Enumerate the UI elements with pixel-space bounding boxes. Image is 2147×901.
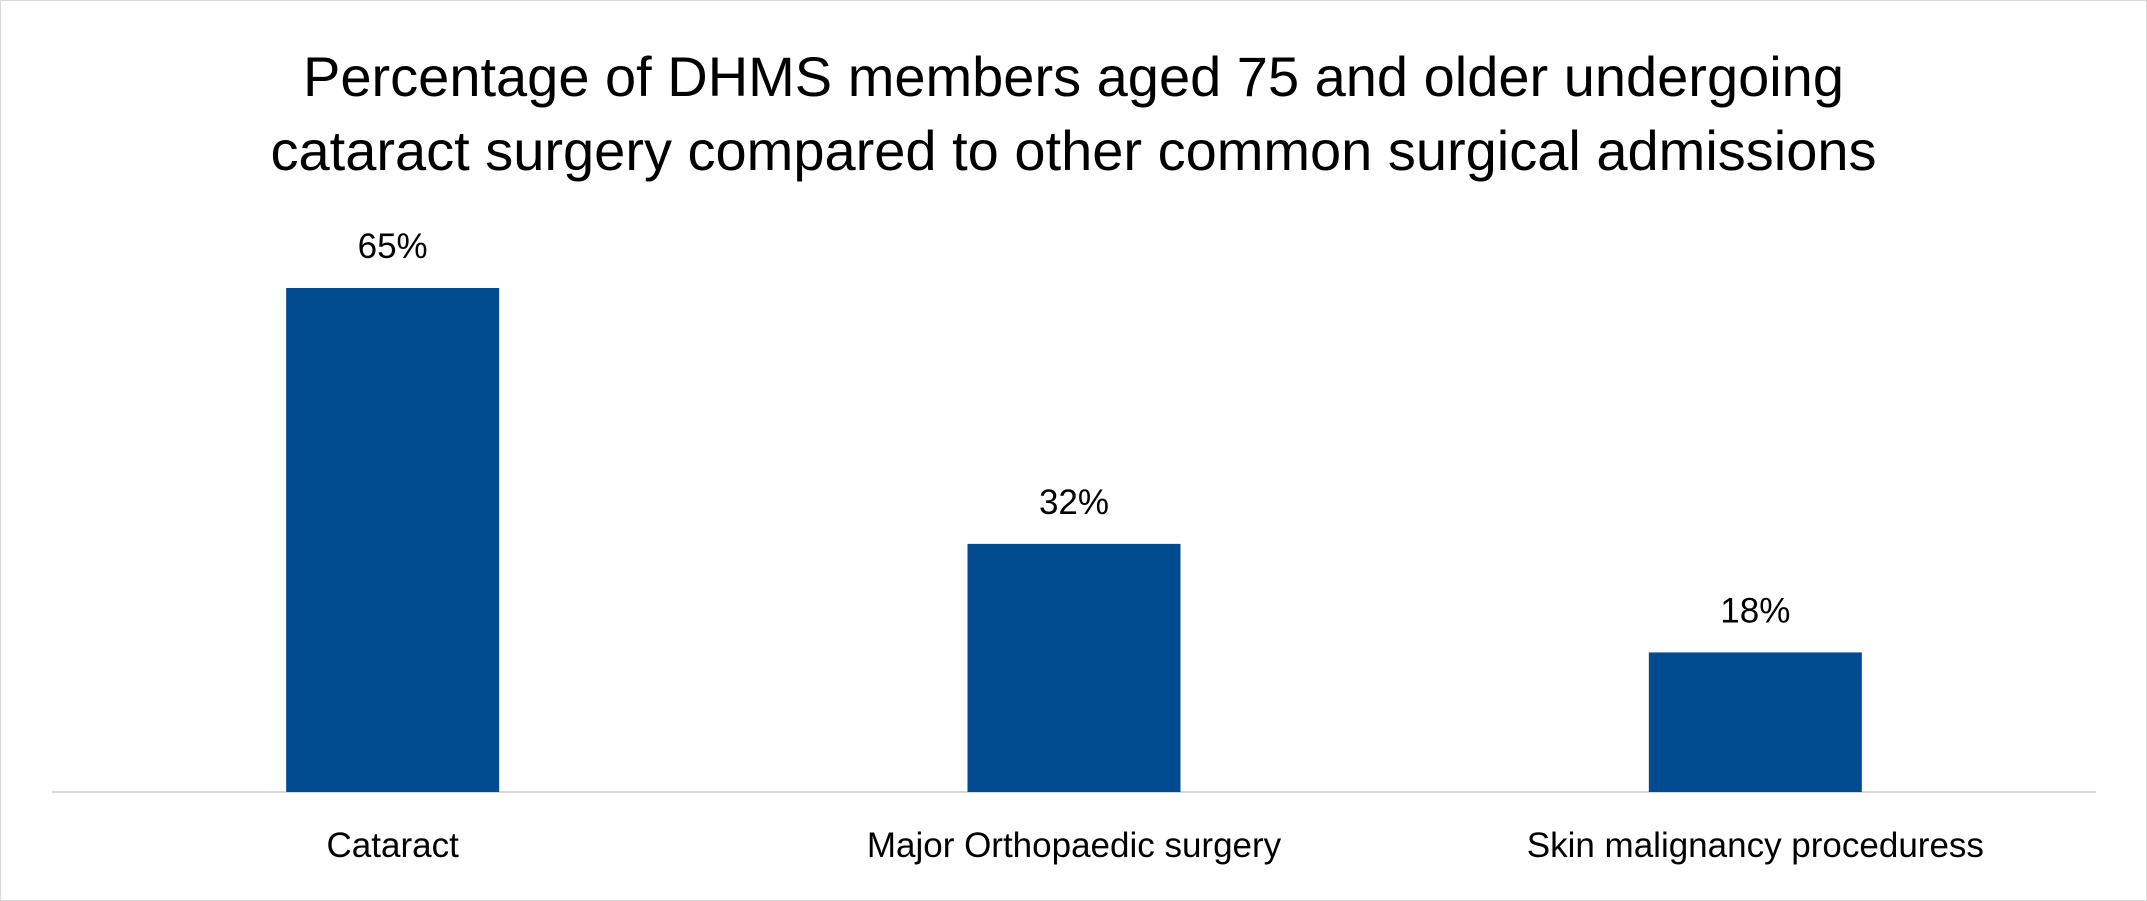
- data-label: 32%: [1039, 483, 1109, 522]
- x-tick-label: Cataract: [327, 826, 460, 865]
- bar-major-orthopaedic-surgery: [967, 543, 1181, 792]
- data-label: 18%: [1720, 591, 1790, 630]
- bar-cataract: [286, 288, 500, 792]
- chart-title-line-1: Percentage of DHMS members aged 75 and o…: [303, 45, 1844, 108]
- bar-skin-malignancy-proceduress: [1648, 652, 1862, 792]
- bars-layer: [286, 288, 1862, 792]
- x-tick-label: Skin malignancy proceduress: [1527, 826, 1984, 865]
- data-label: 65%: [358, 227, 428, 266]
- labels-layer: 65% Cataract 32% Major Orthopaedic surgery 1…: [327, 227, 1984, 865]
- chart-title: Percentage of DHMS members aged 75 and o…: [0, 40, 2147, 188]
- chart-title-line-2: cataract surgery compared to other commo…: [270, 119, 1877, 182]
- x-tick-label: Major Orthopaedic surgery: [867, 826, 1282, 865]
